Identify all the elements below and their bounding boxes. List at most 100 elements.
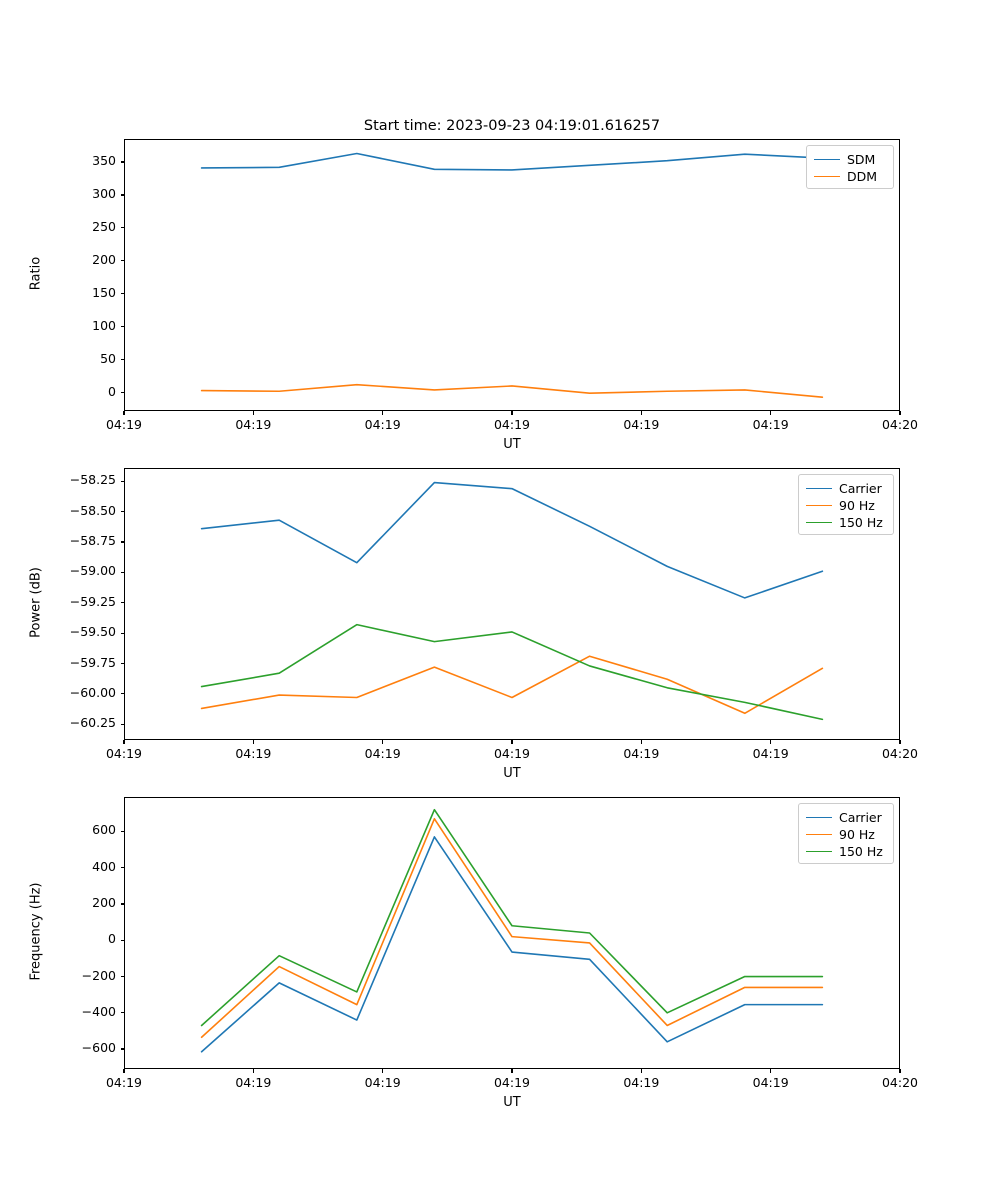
legend-item[interactable]: SDM <box>814 151 886 168</box>
legend-label: DDM <box>847 169 878 184</box>
legend-label: 150 Hz <box>839 844 883 859</box>
x-tick-label: 04:19 <box>364 746 401 761</box>
y-tick-mark <box>120 975 124 978</box>
y-tick-label: 600 <box>92 822 116 838</box>
y-tick-label: 250 <box>92 218 116 234</box>
y-tick-label: 150 <box>92 284 116 300</box>
legend[interactable]: Carrier 90 Hz 150 Hz <box>798 474 894 535</box>
x-tick-mark <box>770 1069 772 1073</box>
x-tick-label: 04:19 <box>493 1075 531 1090</box>
y-tick-mark <box>120 194 124 196</box>
x-tick-label: 04:19 <box>364 1075 401 1090</box>
legend-item[interactable]: 150 Hz <box>806 843 886 860</box>
x-tick-label: 04:19 <box>493 417 531 432</box>
x-tick-label: 04:19 <box>493 746 531 761</box>
legend-item[interactable]: 150 Hz <box>806 514 886 531</box>
x-tick-label: 04:19 <box>623 1075 660 1090</box>
legend-item[interactable]: DDM <box>814 168 886 185</box>
legend[interactable]: SDM DDM <box>806 145 894 189</box>
series-line-150-hz <box>200 808 824 1027</box>
y-tick-label: 0 <box>108 931 116 947</box>
y-tick-mark <box>120 227 124 229</box>
y-tick-label: 400 <box>92 858 116 874</box>
y-tick-mark <box>120 260 124 262</box>
x-tick-mark <box>899 411 901 415</box>
x-tick-mark <box>899 740 901 744</box>
y-tick-mark <box>120 903 124 905</box>
axes-frame <box>124 468 900 740</box>
axes-frame <box>124 797 900 1069</box>
x-tick-mark <box>382 740 384 744</box>
legend-color-swatch <box>814 176 840 177</box>
y-tick-mark <box>120 1012 124 1014</box>
legend-color-swatch <box>806 488 832 489</box>
series-line-sdm <box>200 152 824 171</box>
y-tick-mark <box>120 326 124 328</box>
legend[interactable]: Carrier 90 Hz 150 Hz <box>798 803 894 864</box>
legend-label: 90 Hz <box>839 827 875 842</box>
y-tick-label: −59.50 <box>69 624 116 640</box>
y-tick-mark <box>120 830 124 833</box>
legend-label: Carrier <box>839 481 882 496</box>
y-tick-mark <box>120 511 124 513</box>
legend-color-swatch <box>814 159 840 160</box>
x-tick-mark <box>123 1069 125 1073</box>
legend-color-swatch <box>806 505 832 506</box>
y-tick-mark <box>120 391 124 394</box>
x-tick-label: 04:19 <box>752 417 789 432</box>
legend-color-swatch <box>806 851 832 852</box>
y-tick-mark <box>120 161 124 163</box>
x-tick-label: 04:19 <box>752 746 789 761</box>
y-tick-label: −60.25 <box>69 715 116 731</box>
y-tick-label: −59.00 <box>69 563 116 579</box>
y-tick-label: 50 <box>100 350 116 366</box>
x-tick-label: 04:19 <box>623 417 660 432</box>
y-tick-label: −59.75 <box>69 654 116 670</box>
y-tick-mark <box>120 293 124 295</box>
x-tick-mark <box>511 740 513 744</box>
x-tick-mark <box>511 411 513 415</box>
y-tick-label: −60.00 <box>69 684 116 700</box>
x-tick-label: 04:20 <box>881 417 919 432</box>
series-line-90-hz <box>200 655 824 715</box>
x-axis-label: UT <box>503 1095 521 1110</box>
y-tick-label: 300 <box>92 185 116 201</box>
y-tick-mark <box>120 723 124 725</box>
y-tick-label: −59.25 <box>69 593 116 609</box>
legend-label: 150 Hz <box>839 515 883 530</box>
legend-color-swatch <box>806 834 832 835</box>
y-tick-mark <box>120 693 124 695</box>
y-tick-label: −400 <box>81 1003 116 1019</box>
x-tick-mark <box>123 411 125 415</box>
y-tick-mark <box>120 662 124 665</box>
y-tick-label: −200 <box>81 967 116 983</box>
y-tick-mark <box>120 939 124 941</box>
legend-item[interactable]: 90 Hz <box>806 826 886 843</box>
y-tick-label: −600 <box>81 1040 116 1056</box>
figure-title: Start time: 2023-09-23 04:19:01.616257 <box>363 118 661 134</box>
y-tick-label: −58.75 <box>69 533 116 549</box>
y-tick-mark <box>120 632 124 634</box>
y-tick-label: 200 <box>92 894 116 910</box>
legend-item[interactable]: Carrier <box>806 809 886 826</box>
x-tick-label: 04:19 <box>105 417 143 432</box>
y-tick-mark <box>120 571 124 574</box>
x-tick-label: 04:19 <box>364 417 401 432</box>
y-tick-mark <box>120 359 124 361</box>
legend-item[interactable]: 90 Hz <box>806 497 886 514</box>
axes-frame <box>124 139 900 411</box>
y-tick-mark <box>120 541 124 543</box>
y-tick-label: 100 <box>92 317 116 333</box>
x-tick-label: 04:19 <box>752 1075 789 1090</box>
x-tick-label: 04:19 <box>105 1075 143 1090</box>
series-line-ddm <box>200 383 824 398</box>
x-tick-mark <box>640 411 642 415</box>
legend-item[interactable]: Carrier <box>806 480 886 497</box>
x-tick-mark <box>640 740 642 744</box>
